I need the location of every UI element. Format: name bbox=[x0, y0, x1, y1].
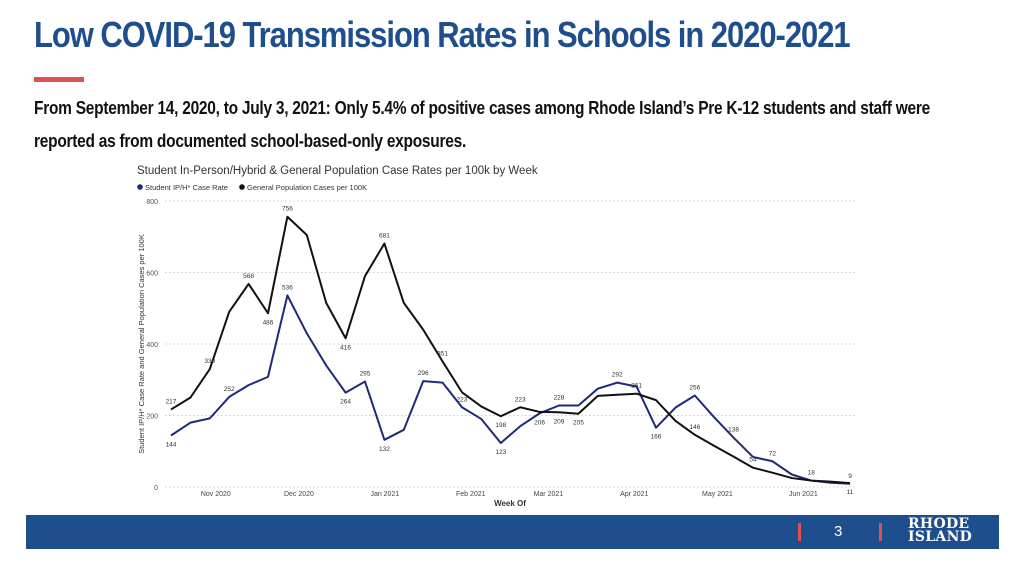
data-label: 486 bbox=[263, 319, 274, 326]
footer-divider bbox=[879, 523, 882, 541]
data-label: 206 bbox=[534, 419, 545, 426]
data-label: 18 bbox=[808, 470, 816, 477]
footer-bar: 3 RHODE ISLAND bbox=[26, 515, 999, 549]
x-tick-label: May 2021 bbox=[702, 491, 733, 498]
data-label: 132 bbox=[379, 446, 390, 453]
data-label: 223 bbox=[457, 396, 468, 403]
x-tick-label: Dec 2020 bbox=[284, 491, 314, 498]
data-label: 295 bbox=[360, 371, 371, 378]
data-label: 296 bbox=[418, 370, 429, 377]
rhode-island-logo: RHODE ISLAND bbox=[908, 516, 973, 545]
data-label: 756 bbox=[282, 206, 293, 213]
x-tick-label: Mar 2021 bbox=[534, 491, 564, 498]
data-label: 351 bbox=[437, 351, 448, 358]
data-label: 416 bbox=[340, 344, 351, 351]
footer-divider bbox=[798, 523, 801, 541]
data-label: 228 bbox=[554, 394, 565, 401]
y-tick-label: 600 bbox=[146, 271, 158, 278]
data-label: 223 bbox=[515, 396, 526, 403]
data-label: 72 bbox=[769, 450, 777, 457]
data-label: 138 bbox=[728, 427, 739, 434]
legend-marker-general bbox=[239, 184, 245, 190]
data-label: 198 bbox=[495, 422, 506, 429]
y-tick-label: 400 bbox=[146, 342, 158, 349]
data-label: 256 bbox=[689, 384, 700, 391]
general-population-line bbox=[170, 215, 851, 485]
x-tick-label: Feb 2021 bbox=[456, 491, 486, 498]
data-label: 144 bbox=[166, 442, 177, 449]
data-label: 11 bbox=[847, 489, 854, 496]
data-label: 217 bbox=[166, 398, 177, 405]
x-tick-label: Jan 2021 bbox=[370, 491, 399, 498]
y-tick-label: 0 bbox=[154, 485, 158, 492]
y-axis-label: Student IP/H* Case Rate and General Popu… bbox=[137, 234, 146, 454]
x-tick-label: Nov 2020 bbox=[201, 491, 231, 498]
data-label: 54 bbox=[749, 457, 757, 464]
y-tick-label: 800 bbox=[146, 199, 158, 206]
data-label: 252 bbox=[224, 386, 235, 393]
y-tick-label: 200 bbox=[146, 414, 158, 421]
legend-label-student[interactable]: Student IP/H* Case Rate bbox=[145, 183, 228, 192]
slide-title: Low COVID-19 Transmission Rates in Schoo… bbox=[34, 14, 851, 55]
data-label: 264 bbox=[340, 399, 351, 406]
data-label: 9 bbox=[848, 473, 852, 480]
data-label: 205 bbox=[573, 420, 584, 427]
page-number: 3 bbox=[834, 523, 843, 540]
data-label: 209 bbox=[554, 418, 565, 425]
title-accent-line bbox=[34, 77, 84, 82]
slide-subtitle: From September 14, 2020, to July 3, 2021… bbox=[34, 98, 930, 151]
legend-marker-student bbox=[137, 184, 143, 190]
data-label: 330 bbox=[204, 358, 215, 365]
data-label: 568 bbox=[243, 273, 254, 280]
data-label: 123 bbox=[495, 449, 506, 456]
data-label: 681 bbox=[379, 233, 390, 240]
data-label: 261 bbox=[631, 383, 642, 390]
data-label: 536 bbox=[282, 284, 293, 291]
x-tick-label: Apr 2021 bbox=[620, 491, 649, 498]
data-label: 292 bbox=[612, 372, 623, 379]
student-case-rate-line bbox=[170, 294, 851, 485]
legend-label-general[interactable]: General Population Cases per 100K bbox=[247, 183, 367, 192]
chart-title: Student In-Person/Hybrid & General Popul… bbox=[137, 165, 538, 177]
x-tick-label: Jun 2021 bbox=[789, 491, 818, 498]
x-axis-label: Week Of bbox=[494, 499, 526, 508]
data-label: 146 bbox=[689, 424, 700, 431]
data-label: 166 bbox=[651, 434, 662, 441]
